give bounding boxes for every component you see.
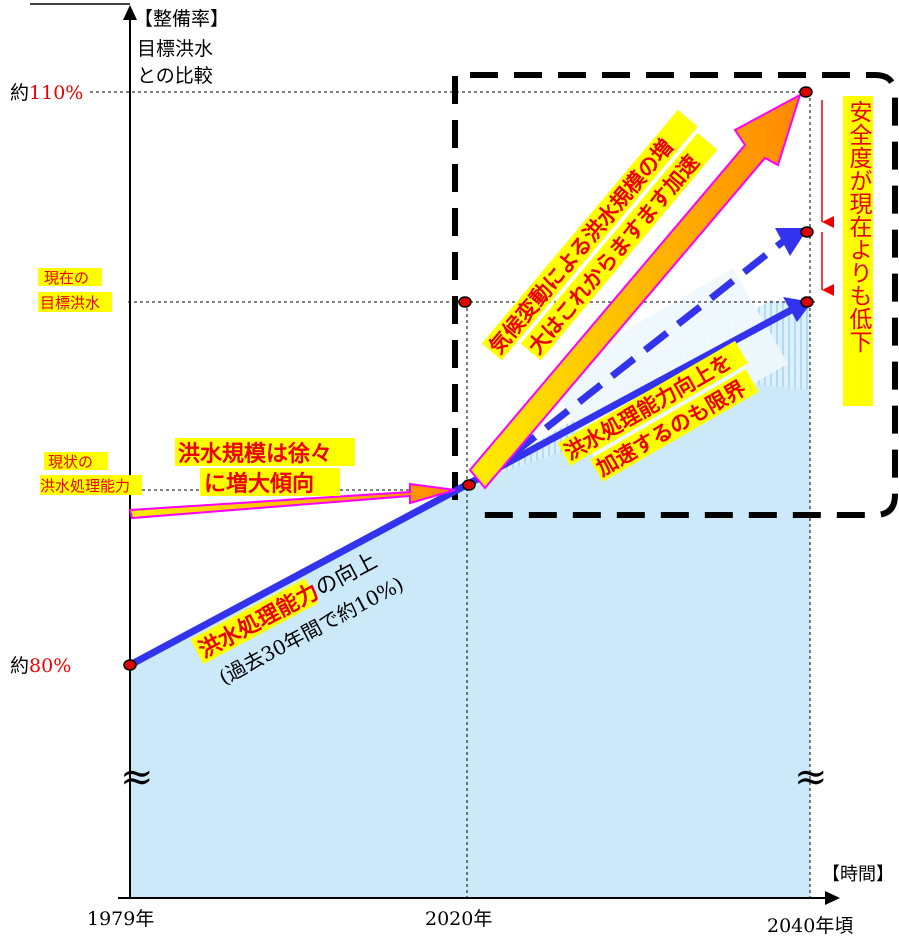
flood-gradual-text-1: 洪水規模は徐々 <box>178 441 332 467</box>
y-axis-title-1: 【整備率】 <box>134 8 229 30</box>
x-tick-1979: 1979年 <box>87 908 154 930</box>
axes <box>118 5 840 905</box>
capacity-dashed-arrow <box>477 237 788 483</box>
tick-80: 約80% <box>10 655 71 677</box>
flood-gradual-arrow <box>128 482 456 520</box>
capacity-line-future <box>468 304 797 487</box>
future-region-box <box>452 72 898 518</box>
current-target-label-2: 目標洪水 <box>40 294 100 312</box>
axis-break-right: ≈ <box>794 754 828 800</box>
current-capacity-label-2: 洪水処理能力 <box>40 477 130 495</box>
axis-break-left: ≈ <box>120 754 154 800</box>
tick-110: 約110% <box>10 82 83 104</box>
climate-arrow <box>468 92 802 490</box>
capacity-line-past <box>128 479 472 669</box>
y-axis-title-2: 目標洪水 <box>137 38 213 60</box>
x-tick-2020: 2020年 <box>425 908 492 930</box>
flood-gradual-text-2: に増大傾向 <box>204 471 314 497</box>
safety-decrease-text: 安全度が現在よりも低下 <box>845 100 873 353</box>
data-points <box>123 86 814 671</box>
x-tick-2040: 2040年頃 <box>767 915 853 937</box>
current-capacity-label-1: 現状の <box>48 453 93 471</box>
current-target-label-1: 現在の <box>44 269 89 287</box>
x-axis-title: 【時間】 <box>822 864 894 885</box>
y-axis-title-3: との比較 <box>137 65 213 87</box>
